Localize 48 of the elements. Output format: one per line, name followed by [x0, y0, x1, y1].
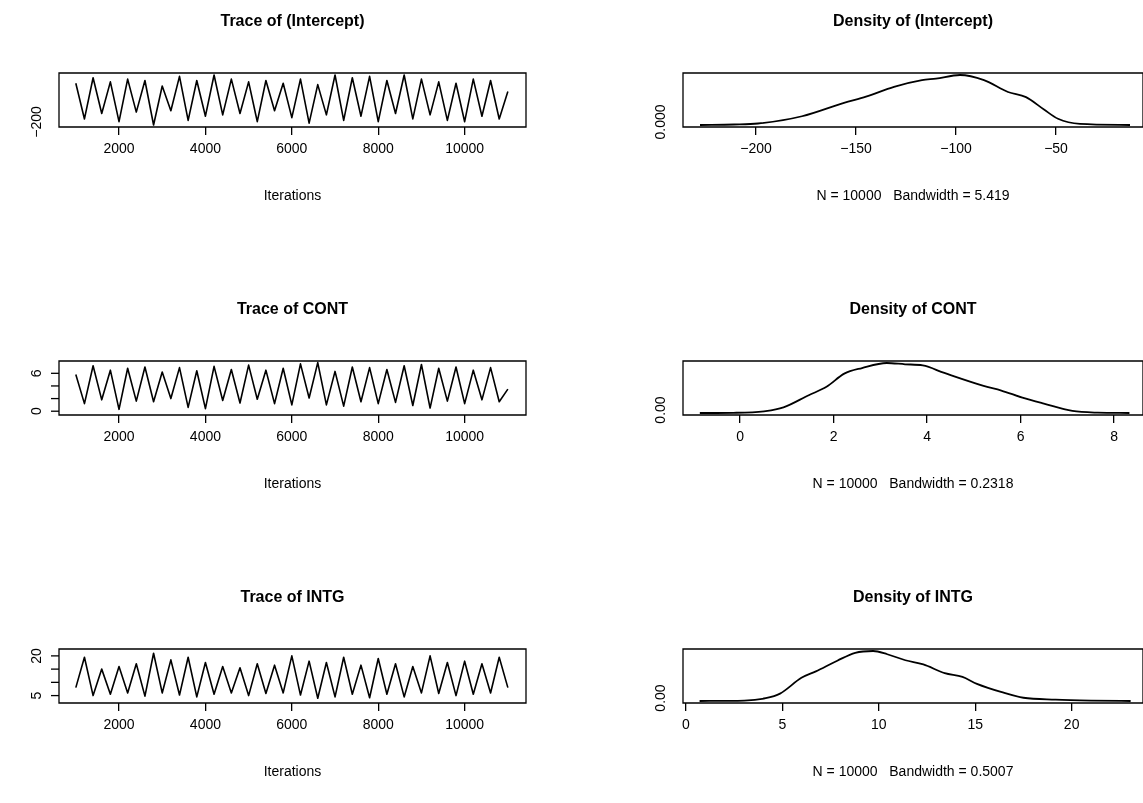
- x-tick-label: 2000: [103, 428, 135, 445]
- x-tick-label: 8: [1110, 428, 1119, 445]
- x-tick-label: 4000: [189, 140, 222, 157]
- x-tick-label: −100: [940, 140, 972, 157]
- x-tick-label: 10000: [445, 716, 485, 733]
- x-tick-label: 4000: [189, 716, 222, 733]
- chart-title: Density of INTG: [852, 588, 974, 606]
- x-tick-label: 6000: [276, 716, 308, 733]
- x-tick-label: 5: [778, 716, 787, 733]
- chart-title: Trace of CONT: [236, 300, 349, 318]
- x-tick-label: 20: [1063, 716, 1080, 733]
- chart-title: Density of CONT: [849, 300, 977, 318]
- y-tick-label: 6: [27, 369, 44, 378]
- x-axis-title: Iterations: [263, 186, 322, 203]
- x-tick-label: 10000: [445, 428, 485, 445]
- x-tick-label: 8000: [362, 428, 395, 445]
- x-tick-label: 8000: [362, 716, 395, 733]
- x-tick-label: 4: [923, 428, 932, 445]
- x-tick-label: 2000: [103, 140, 135, 157]
- x-tick-label: 6000: [276, 140, 308, 157]
- chart-title: Density of (Intercept): [832, 12, 994, 30]
- x-tick-label: 0: [681, 716, 690, 733]
- text: 0.000: [651, 104, 668, 140]
- x-axis-title: N = 10000 Bandwidth = 0.5007: [812, 762, 1014, 779]
- y-tick-label: 5: [27, 691, 44, 700]
- x-tick-label: −50: [1044, 140, 1069, 157]
- x-tick-label: 6000: [276, 428, 308, 445]
- x-tick-label: 2000: [103, 716, 135, 733]
- x-tick-label: 4000: [189, 428, 222, 445]
- x-tick-label: 6: [1016, 428, 1025, 445]
- x-tick-label: 0: [736, 428, 745, 445]
- x-tick-label: −200: [740, 140, 772, 157]
- x-tick-label: −150: [840, 140, 872, 157]
- x-tick-label: 15: [967, 716, 984, 733]
- x-axis-title: Iterations: [263, 762, 322, 779]
- x-tick-label: 8000: [362, 140, 395, 157]
- text: 0.00: [651, 684, 668, 712]
- chart-title: Trace of (Intercept): [220, 12, 365, 30]
- x-axis-title: N = 10000 Bandwidth = 0.2318: [812, 474, 1014, 491]
- text: 0.00: [651, 396, 668, 424]
- x-axis-title: Iterations: [263, 474, 322, 491]
- x-tick-label: 10: [870, 716, 887, 733]
- chart-title: Trace of INTG: [240, 588, 345, 606]
- y-tick-label: 20: [27, 647, 44, 664]
- x-tick-label: 2: [829, 428, 838, 445]
- x-axis-title: N = 10000 Bandwidth = 5.419: [816, 186, 1010, 203]
- y-tick-label: 0: [27, 407, 44, 416]
- x-tick-label: 10000: [445, 140, 485, 157]
